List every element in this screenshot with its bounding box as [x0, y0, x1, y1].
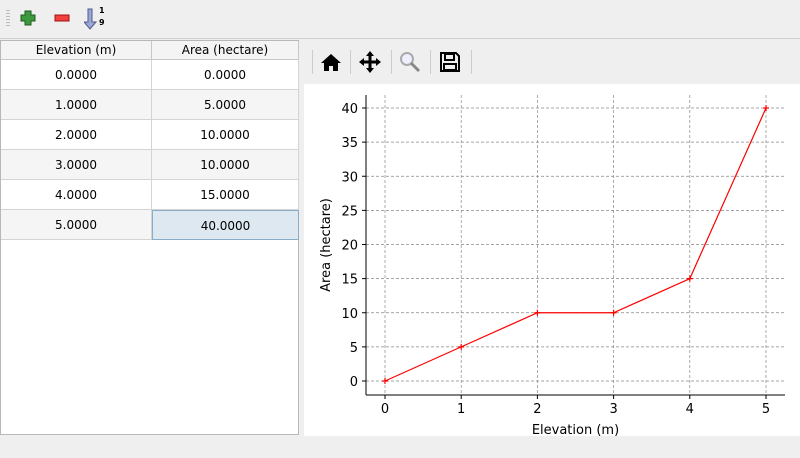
table-cell[interactable]: 0.0000 [1, 60, 152, 90]
y-tick-label: 15 [341, 273, 358, 288]
sort-button[interactable]: 1 9 [82, 6, 106, 30]
y-tick-label: 20 [341, 239, 358, 254]
data-point-marker [686, 275, 693, 282]
save-icon [440, 52, 460, 72]
y-tick-label: 40 [341, 102, 358, 117]
column-header-elevation[interactable]: Elevation (m) [1, 41, 152, 60]
zoom-button[interactable] [397, 49, 423, 75]
data-point-marker [458, 343, 465, 350]
y-tick-label: 35 [341, 136, 358, 151]
y-axis-label: Area (hectare) [319, 198, 334, 292]
sort-ascending-icon [82, 8, 98, 30]
add-row-button[interactable] [20, 10, 36, 26]
home-icon [321, 54, 341, 71]
pan-button[interactable] [357, 49, 383, 75]
table-cell[interactable]: 40.0000 [152, 210, 299, 240]
x-tick-label: 2 [533, 402, 541, 417]
toolbar-grip[interactable] [6, 10, 10, 28]
remove-row-button[interactable] [54, 10, 70, 26]
sort-label-top: 1 [99, 6, 105, 15]
table-cell[interactable]: 3.0000 [1, 150, 152, 180]
home-button[interactable] [318, 49, 344, 75]
data-point-marker [763, 105, 769, 111]
plot-figure: 0 1 2 3 4 5 0 5 10 15 20 25 30 35 40 Elevation (m) Area … [304, 84, 800, 438]
x-axis-label: Elevation (m) [532, 423, 619, 436]
y-tick-label: 30 [341, 170, 358, 185]
pan-icon [359, 51, 381, 73]
x-tick-label: 0 [381, 402, 389, 417]
x-tick-label: 4 [686, 402, 694, 417]
y-tick-label: 10 [341, 307, 358, 322]
table-cell[interactable]: 5.0000 [152, 90, 299, 120]
sort-label-bottom: 9 [99, 18, 105, 27]
plot-toolbar [304, 40, 800, 84]
table-toolbar: 1 9 [0, 0, 800, 39]
column-header-area[interactable]: Area (hectare) [152, 41, 299, 60]
plus-icon [20, 10, 36, 26]
zoom-icon [400, 52, 421, 73]
data-table: Elevation (m) Area (hectare) 0.0000 0.000… [0, 40, 299, 435]
x-tick-label: 5 [762, 402, 770, 417]
data-point-marker [610, 309, 617, 316]
table-cell[interactable]: 10.0000 [152, 120, 299, 150]
table-cell[interactable]: 15.0000 [152, 180, 299, 210]
line-chart: 0 1 2 3 4 5 0 5 10 15 20 25 30 35 40 Elevation (m) Area … [319, 95, 785, 438]
y-tick-label: 25 [341, 204, 358, 219]
data-point-marker [382, 378, 388, 384]
data-point-marker [534, 309, 541, 316]
table-cell[interactable]: 10.0000 [152, 150, 299, 180]
table-cell[interactable]: 0.0000 [152, 60, 299, 90]
series-line [384, 107, 767, 382]
x-tick-label: 3 [609, 402, 617, 417]
x-tick-label: 1 [457, 402, 465, 417]
minus-icon [54, 14, 70, 22]
table-cell[interactable]: 2.0000 [1, 120, 152, 150]
y-tick-label: 0 [350, 375, 358, 390]
y-tick-label: 5 [350, 341, 358, 356]
table-cell[interactable]: 1.0000 [1, 90, 152, 120]
table-cell[interactable]: 4.0000 [1, 180, 152, 210]
table-cell[interactable]: 5.0000 [1, 210, 152, 240]
save-button[interactable] [437, 49, 463, 75]
